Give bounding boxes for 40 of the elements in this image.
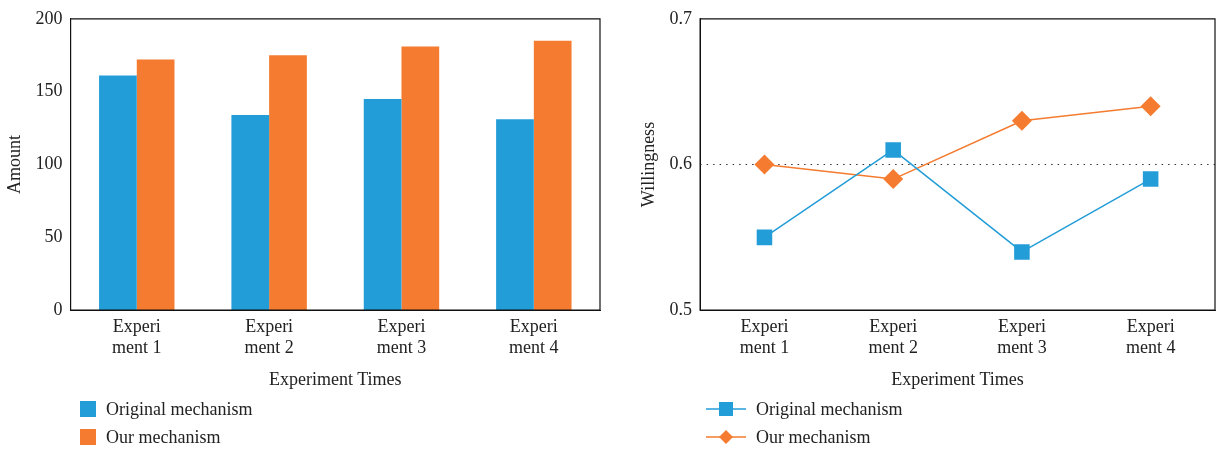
x-tick-label: Experi ment 1 (112, 315, 162, 358)
bar (269, 55, 307, 311)
y-axis-title: Amount (3, 134, 24, 195)
point (1142, 171, 1159, 187)
x-axis-title: Experiment Times (269, 368, 402, 389)
x-tick-label: Experi ment 3 (376, 315, 427, 358)
y-tick-label: 0.7 (669, 7, 693, 28)
y-tick-label: 0.5 (669, 298, 693, 319)
point (883, 169, 904, 190)
point (756, 229, 773, 246)
x-tick-label: Experi ment 3 (997, 315, 1047, 358)
bar (363, 98, 402, 311)
y-tick-label: 150 (35, 80, 63, 101)
x-tick-label: Experi ment 4 (1125, 315, 1176, 358)
legend-label: Original mechanism (106, 398, 253, 421)
x-axis-title: Experiment Times (891, 368, 1024, 389)
point (1014, 244, 1030, 260)
y-tick-label: 200 (35, 7, 63, 28)
legend-label: Original mechanism (756, 398, 903, 421)
bar (533, 40, 572, 311)
x-tick-label: Experi ment 4 (509, 315, 559, 358)
bar (496, 119, 534, 311)
point (885, 142, 901, 158)
bar (99, 75, 137, 311)
point (1011, 110, 1032, 131)
y-tick-label: 50 (44, 226, 63, 247)
point (1140, 96, 1161, 117)
y-tick-label: 100 (35, 153, 63, 174)
x-tick-label: Experi ment 2 (868, 315, 918, 358)
legend-label: Our mechanism (106, 426, 221, 449)
y-tick-label: 0.6 (669, 153, 693, 174)
x-tick-label: Experi ment 2 (244, 315, 294, 358)
bar (136, 59, 175, 311)
bar (231, 114, 270, 311)
point (754, 154, 775, 175)
x-tick-label: Experi ment 1 (739, 315, 790, 358)
y-tick-label: 0 (53, 298, 63, 319)
bar (401, 46, 440, 311)
y-axis-title: Willingness (637, 121, 658, 208)
legend-label: Our mechanism (756, 426, 871, 449)
